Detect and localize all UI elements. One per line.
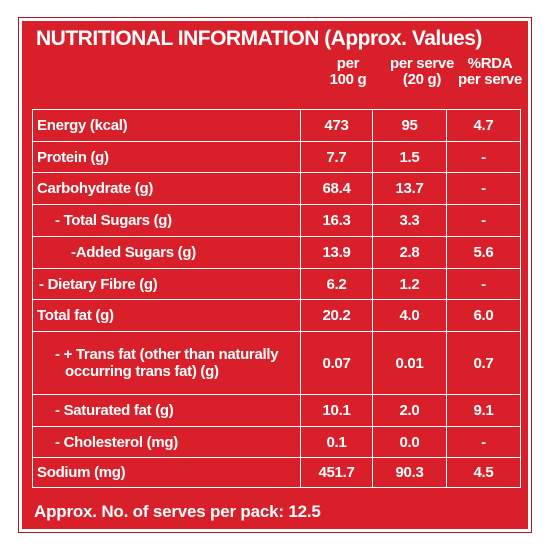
column-header-rda: %RDA per serve [457, 55, 523, 88]
serves-per-pack: Approx. No. of serves per pack: 12.5 [34, 502, 321, 521]
cell-per100: 16.3 [300, 204, 373, 237]
row-label-saturated-fat: - Saturated fat (g) [32, 394, 301, 427]
table-row: - Cholesterol (mg) 0.1 0.0 - [32, 426, 521, 458]
table-row: -Added Sugars (g) 13.9 2.8 5.6 [32, 236, 521, 269]
cell-rda: - [446, 426, 521, 458]
cell-perserve: 1.5 [372, 141, 447, 173]
cell-rda: 6.0 [446, 299, 521, 332]
cell-perserve: 4.0 [372, 299, 447, 332]
cell-perserve: 1.2 [372, 268, 447, 300]
cell-per100: 473 [300, 109, 373, 142]
cell-rda: 4.7 [446, 109, 521, 142]
cell-rda: - [446, 141, 521, 173]
row-label-sodium: Sodium (mg) [32, 457, 301, 488]
column-header-per-100g: per 100 g [329, 55, 367, 88]
row-label-cholesterol: - Cholesterol (mg) [32, 426, 301, 458]
cell-rda: - [446, 172, 521, 205]
row-label-protein: Protein (g) [32, 141, 301, 173]
cell-perserve: 0.01 [372, 331, 447, 395]
row-label-dietary-fibre: - Dietary Fibre (g) [32, 268, 301, 300]
nutrition-table: Energy (kcal) 473 95 4.7 Protein (g) 7.7… [32, 109, 521, 488]
cell-per100: 13.9 [300, 236, 373, 269]
table-row: - Saturated fat (g) 10.1 2.0 9.1 [32, 394, 521, 427]
row-label-total-sugars: - Total Sugars (g) [32, 204, 301, 237]
table-row: Sodium (mg) 451.7 90.3 4.5 [32, 457, 521, 488]
cell-perserve: 2.0 [372, 394, 447, 427]
row-label-energy: Energy (kcal) [32, 109, 301, 142]
cell-per100: 0.07 [300, 331, 373, 395]
cell-rda: 5.6 [446, 236, 521, 269]
table-row: Carbohydrate (g) 68.4 13.7 - [32, 172, 521, 205]
cell-per100: 0.1 [300, 426, 373, 458]
cell-rda: - [446, 268, 521, 300]
table-row: Energy (kcal) 473 95 4.7 [32, 109, 521, 142]
cell-perserve: 2.8 [372, 236, 447, 269]
row-label-trans-fat: - + Trans fat (other than naturally occu… [32, 331, 301, 395]
cell-per100: 451.7 [300, 457, 373, 488]
cell-per100: 68.4 [300, 172, 373, 205]
table-row: - Total Sugars (g) 16.3 3.3 - [32, 204, 521, 237]
cell-perserve: 13.7 [372, 172, 447, 205]
cell-rda: 0.7 [446, 331, 521, 395]
cell-per100: 6.2 [300, 268, 373, 300]
table-row: Total fat (g) 20.2 4.0 6.0 [32, 299, 521, 332]
cell-per100: 20.2 [300, 299, 373, 332]
row-label-added-sugars: -Added Sugars (g) [32, 236, 301, 269]
cell-per100: 7.7 [300, 141, 373, 173]
table-row: - + Trans fat (other than naturally occu… [32, 331, 521, 395]
table-row: - Dietary Fibre (g) 6.2 1.2 - [32, 268, 521, 300]
cell-rda: 4.5 [446, 457, 521, 488]
nutrition-panel: NUTRITIONAL INFORMATION (Approx. Values)… [18, 17, 532, 533]
cell-perserve: 95 [372, 109, 447, 142]
cell-rda: 9.1 [446, 394, 521, 427]
table-row: Protein (g) 7.7 1.5 - [32, 141, 521, 173]
cell-perserve: 0.0 [372, 426, 447, 458]
row-label-total-fat: Total fat (g) [32, 299, 301, 332]
cell-per100: 10.1 [300, 394, 373, 427]
panel-title: NUTRITIONAL INFORMATION (Approx. Values) [36, 27, 482, 50]
cell-perserve: 3.3 [372, 204, 447, 237]
cell-perserve: 90.3 [372, 457, 447, 488]
row-label-carbohydrate: Carbohydrate (g) [32, 172, 301, 205]
cell-rda: - [446, 204, 521, 237]
column-header-per-serve: per serve (20 g) [389, 55, 455, 88]
